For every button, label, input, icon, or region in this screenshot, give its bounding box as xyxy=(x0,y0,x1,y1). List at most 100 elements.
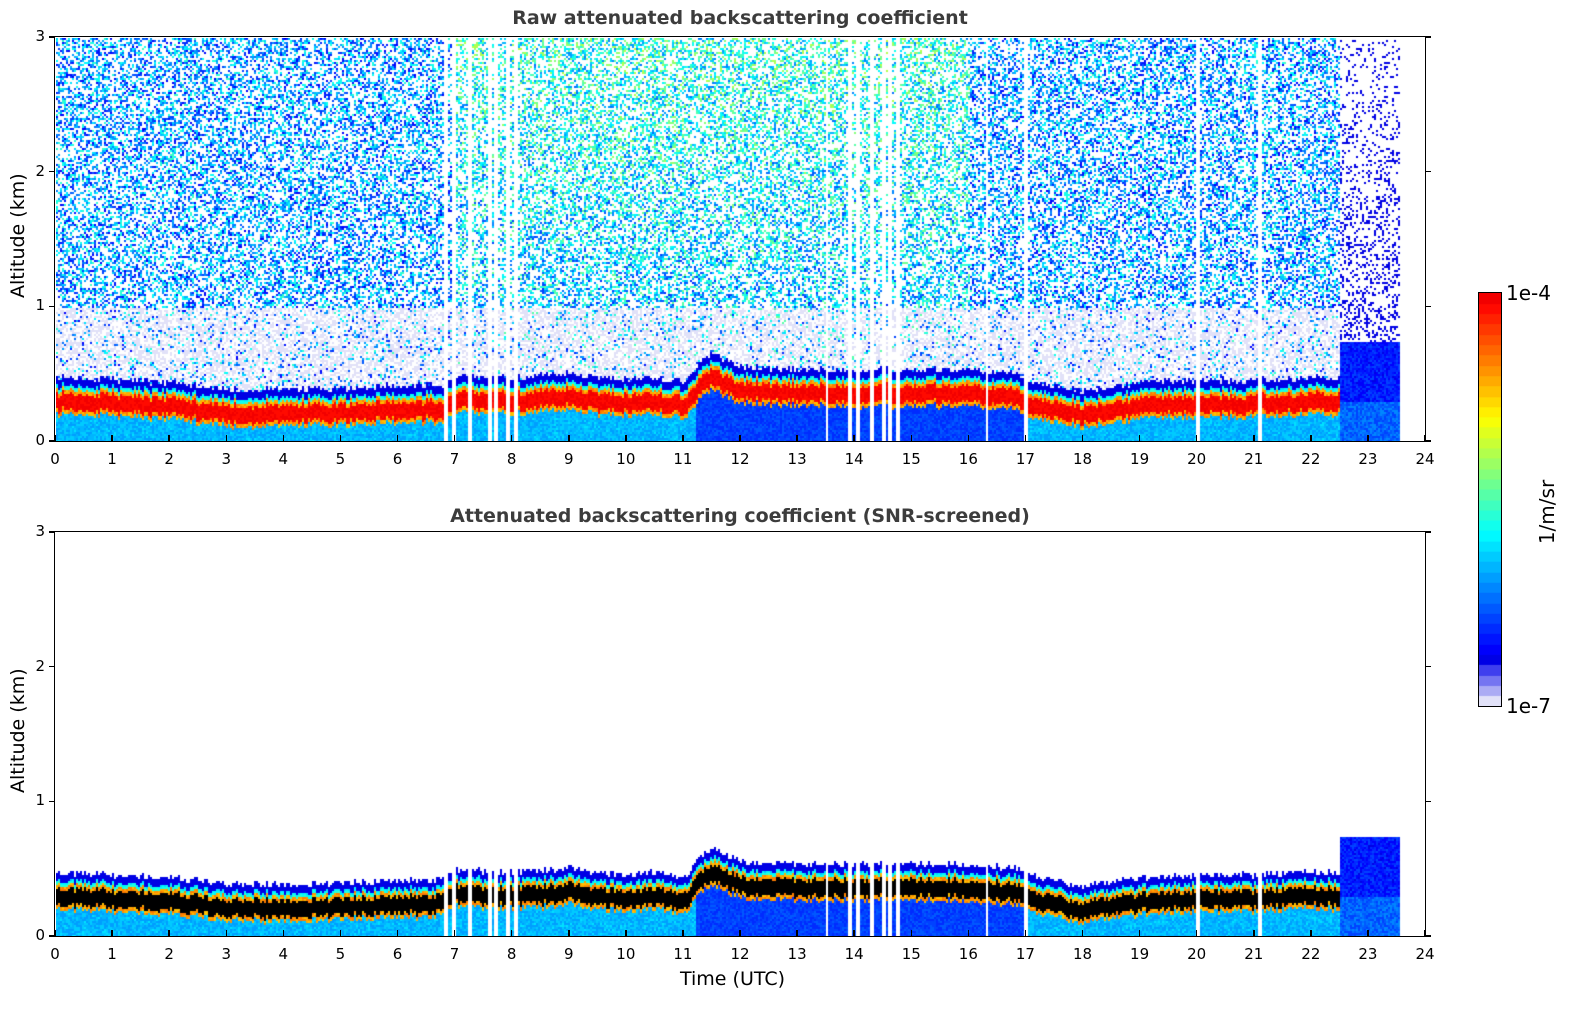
x-tick-label: 8 xyxy=(506,945,517,963)
y-tick-mark xyxy=(49,665,55,668)
top-heatmap xyxy=(55,37,1425,441)
x-tick-mark xyxy=(1081,930,1084,936)
x-tick-mark xyxy=(1253,930,1255,936)
y-tick-label: 1 xyxy=(35,791,45,810)
x-tick-mark xyxy=(1024,930,1027,936)
x-tick-mark xyxy=(54,435,56,441)
x-tick-label: 15 xyxy=(901,450,921,468)
x-tick-label: 8 xyxy=(506,450,517,468)
x-tick-label: 16 xyxy=(958,450,978,468)
x-tick-mark xyxy=(339,435,342,441)
y-tick-label: 3 xyxy=(35,522,45,540)
top-y-axis-label: Altitude (km) xyxy=(7,173,29,298)
x-tick-label: 16 xyxy=(958,945,978,963)
y-tick-mark-right xyxy=(1425,170,1431,173)
y-tick-mark-right xyxy=(1425,531,1431,533)
x-tick-label: 13 xyxy=(787,450,807,468)
x-tick-mark xyxy=(1424,435,1426,441)
x-tick-mark xyxy=(168,435,170,441)
x-tick-label: 14 xyxy=(844,450,864,468)
x-tick-label: 6 xyxy=(392,450,403,468)
x-tick-mark xyxy=(1424,930,1426,936)
x-tick-label: 3 xyxy=(221,945,232,963)
x-tick-label: 7 xyxy=(449,945,460,963)
x-tick-mark xyxy=(396,930,399,936)
x-tick-mark xyxy=(1138,435,1141,441)
y-tick-label: 1 xyxy=(35,296,45,315)
x-tick-mark xyxy=(682,930,684,936)
x-tick-mark xyxy=(453,930,456,936)
x-tick-label: 23 xyxy=(1358,945,1378,963)
y-tick-mark-right xyxy=(1425,36,1431,38)
y-tick-mark xyxy=(49,935,55,937)
y-tick-mark-right xyxy=(1425,665,1431,668)
y-tick-label: 0 xyxy=(35,431,45,449)
x-tick-mark xyxy=(453,435,456,441)
x-tick-label: 24 xyxy=(1415,945,1435,963)
x-tick-label: 3 xyxy=(221,450,232,468)
x-tick-mark xyxy=(225,435,227,441)
y-tick-label: 2 xyxy=(35,161,45,180)
x-tick-mark xyxy=(1367,435,1369,441)
x-tick-mark xyxy=(1310,930,1312,936)
y-tick-label: 3 xyxy=(35,27,45,45)
x-tick-mark xyxy=(1367,930,1369,936)
y-tick-mark xyxy=(49,305,55,308)
x-tick-mark xyxy=(967,930,970,936)
x-tick-mark xyxy=(1024,435,1027,441)
bottom-y-axis-label: Altitude (km) xyxy=(7,668,29,793)
x-tick-label: 19 xyxy=(1130,450,1150,468)
x-tick-label: 12 xyxy=(730,945,750,963)
x-tick-mark xyxy=(853,930,855,936)
x-tick-label: 20 xyxy=(1187,450,1207,468)
x-axis-label: Time (UTC) xyxy=(680,968,786,990)
y-tick-mark xyxy=(49,440,55,442)
x-tick-mark xyxy=(510,435,513,441)
x-tick-mark xyxy=(568,930,570,936)
x-tick-label: 15 xyxy=(901,945,921,963)
x-tick-mark xyxy=(1081,435,1084,441)
x-tick-label: 17 xyxy=(1015,450,1035,468)
x-tick-label: 23 xyxy=(1358,450,1378,468)
x-tick-label: 9 xyxy=(563,450,574,468)
x-tick-label: 21 xyxy=(1244,450,1264,468)
x-tick-label: 5 xyxy=(335,945,346,963)
y-tick-mark xyxy=(49,170,55,173)
x-tick-label: 0 xyxy=(50,450,60,468)
y-tick-mark xyxy=(49,800,55,803)
y-tick-mark xyxy=(49,531,55,533)
colorbar-max-label: 1e-4 xyxy=(1506,281,1551,305)
x-tick-mark xyxy=(682,435,684,441)
x-tick-mark xyxy=(796,930,798,936)
x-tick-mark xyxy=(739,435,741,441)
x-tick-label: 6 xyxy=(392,945,403,963)
x-tick-label: 17 xyxy=(1015,945,1035,963)
x-tick-mark xyxy=(168,930,170,936)
x-tick-mark xyxy=(796,435,798,441)
x-tick-mark xyxy=(1310,435,1312,441)
x-tick-mark xyxy=(54,930,56,936)
y-tick-label: 0 xyxy=(35,926,45,944)
x-tick-mark xyxy=(967,435,970,441)
x-tick-label: 11 xyxy=(673,945,693,963)
x-tick-label: 18 xyxy=(1072,450,1093,468)
y-tick-label: 2 xyxy=(35,656,45,675)
x-tick-mark xyxy=(1195,930,1198,936)
x-tick-label: 4 xyxy=(278,945,289,963)
x-tick-label: 9 xyxy=(563,945,574,963)
x-tick-label: 4 xyxy=(278,450,289,468)
x-tick-label: 0 xyxy=(50,945,60,963)
x-tick-mark xyxy=(625,930,627,936)
x-tick-mark xyxy=(111,435,113,441)
x-tick-mark xyxy=(339,930,342,936)
colorbar-unit-label: 1/m/sr xyxy=(1535,479,1560,545)
x-tick-mark xyxy=(225,930,227,936)
x-tick-label: 10 xyxy=(616,945,636,963)
x-tick-mark xyxy=(910,930,912,936)
y-tick-mark-right xyxy=(1425,305,1431,308)
x-tick-label: 2 xyxy=(164,945,174,963)
y-tick-mark xyxy=(49,36,55,38)
x-tick-label: 12 xyxy=(730,450,750,468)
x-tick-label: 21 xyxy=(1244,945,1264,963)
x-tick-mark xyxy=(282,435,285,441)
